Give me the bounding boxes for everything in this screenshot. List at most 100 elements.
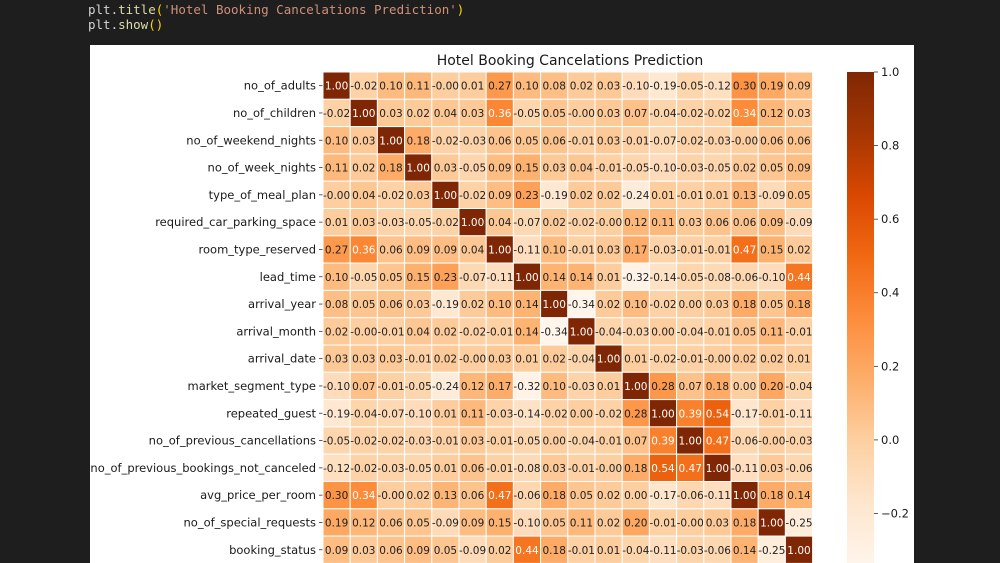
cell-value-label: -0.10 bbox=[405, 408, 432, 420]
heatmap-cell bbox=[648, 317, 678, 346]
y-tick-label: no_of_previous_bookings_not_canceled bbox=[90, 461, 316, 475]
cell-value-label: 0.05 bbox=[570, 490, 593, 502]
heatmap-cell bbox=[676, 208, 705, 237]
cell-value-label: -0.02 bbox=[377, 436, 404, 448]
cell-value-label: 0.06 bbox=[488, 135, 512, 147]
cell-value-label: 1.00 bbox=[760, 517, 783, 529]
cell-value-label: -0.04 bbox=[649, 108, 676, 120]
cell-value-label: 0.04 bbox=[434, 108, 458, 120]
heatmap-cell bbox=[703, 153, 732, 182]
cell-value-label: -0.05 bbox=[459, 163, 486, 175]
cell-value-label: 0.09 bbox=[407, 244, 430, 256]
cell-value-label: 0.05 bbox=[543, 108, 566, 120]
cell-value-label: 0.04 bbox=[407, 326, 431, 338]
cell-value-label: -0.02 bbox=[704, 108, 731, 120]
heatmap-cell bbox=[567, 126, 596, 155]
heatmap-cell bbox=[648, 180, 678, 209]
y-tick-label: repeated_guest bbox=[226, 406, 316, 420]
cell-value-label: 0.05 bbox=[515, 135, 538, 147]
cell-value-label: 0.09 bbox=[434, 244, 457, 256]
cell-value-label: -0.19 bbox=[323, 408, 350, 420]
heatmap-cell bbox=[757, 508, 786, 537]
heatmap-cell bbox=[730, 71, 759, 100]
cell-value-label: -0.06 bbox=[677, 490, 704, 502]
heatmap-cell bbox=[676, 289, 705, 319]
cell-value-label: 0.10 bbox=[325, 272, 348, 284]
heatmap-cell bbox=[349, 262, 378, 291]
cell-value-label: 0.01 bbox=[325, 217, 348, 229]
cell-value-label: 0.07 bbox=[624, 436, 647, 448]
heatmap-cell bbox=[540, 262, 569, 291]
heatmap-cell bbox=[376, 289, 406, 319]
cell-value-label: -0.03 bbox=[704, 135, 731, 147]
cell-value-label: -0.01 bbox=[704, 244, 731, 256]
cell-value-label: 1.00 bbox=[651, 408, 674, 420]
heatmap-cell bbox=[431, 344, 460, 373]
heatmap-cell bbox=[458, 426, 487, 455]
heatmap-cell bbox=[703, 317, 732, 346]
cell-value-label: 0.03 bbox=[352, 217, 375, 229]
cell-value-label: 0.01 bbox=[597, 381, 620, 393]
heatmap-cell bbox=[567, 289, 596, 319]
cell-value-label: -0.02 bbox=[432, 135, 459, 147]
cell-value-label: 0.05 bbox=[407, 517, 430, 529]
cell-value-label: -0.01 bbox=[758, 408, 785, 420]
heatmap-cell bbox=[540, 371, 569, 401]
heatmap-cell bbox=[431, 208, 460, 237]
heatmap-cell bbox=[540, 453, 569, 483]
cell-value-label: 0.03 bbox=[679, 217, 702, 229]
heatmap-cell bbox=[594, 126, 623, 155]
cell-value-label: 0.18 bbox=[706, 381, 729, 393]
colorbar-tick-label: 0.4 bbox=[881, 286, 899, 300]
cell-value-label: 0.14 bbox=[515, 326, 539, 338]
heatmap-cell bbox=[512, 399, 542, 428]
cell-value-label: 0.04 bbox=[488, 217, 512, 229]
cell-value-label: 0.03 bbox=[597, 244, 620, 256]
heatmap-cell bbox=[784, 262, 814, 291]
heatmap-cell bbox=[376, 208, 406, 237]
heatmap-cell bbox=[784, 481, 814, 510]
heatmap-cell bbox=[757, 262, 786, 291]
cell-value-label: 0.23 bbox=[434, 272, 457, 284]
cell-value-label: 1.00 bbox=[706, 463, 729, 475]
heatmap-cell bbox=[567, 481, 596, 510]
y-tick-label: arrival_year bbox=[248, 297, 316, 311]
heatmap-cell bbox=[540, 208, 569, 237]
cell-value-label: 0.10 bbox=[379, 81, 402, 93]
cell-value-label: -0.01 bbox=[677, 354, 704, 366]
cell-value-label: 0.10 bbox=[488, 299, 511, 311]
cell-value-label: 0.03 bbox=[352, 354, 375, 366]
cell-value-label: -0.00 bbox=[758, 436, 785, 448]
cell-value-label: -0.07 bbox=[513, 217, 540, 229]
y-tick-label: required_car_parking_space bbox=[155, 215, 316, 229]
cell-value-label: 0.03 bbox=[379, 354, 402, 366]
cell-value-label: -0.01 bbox=[405, 354, 432, 366]
y-tick-label: avg_price_per_room bbox=[200, 488, 316, 502]
cell-value-label: 0.03 bbox=[787, 108, 810, 120]
cell-value-label: 0.15 bbox=[760, 244, 783, 256]
cell-value-label: 0.36 bbox=[352, 244, 376, 256]
cell-value-label: -0.03 bbox=[677, 163, 704, 175]
heatmap-cell bbox=[322, 235, 351, 264]
cell-value-label: 1.00 bbox=[679, 436, 702, 448]
heatmap-cell bbox=[730, 126, 759, 155]
cell-value-label: 0.47 bbox=[488, 490, 511, 502]
heatmap-cell bbox=[512, 481, 542, 510]
cell-value-label: 0.03 bbox=[352, 545, 375, 557]
heatmap-cell bbox=[730, 317, 759, 346]
heatmap-cell bbox=[784, 153, 814, 182]
cell-value-label: 0.02 bbox=[760, 354, 783, 366]
heatmap-cell bbox=[458, 71, 487, 100]
cell-value-label: 0.00 bbox=[624, 490, 647, 502]
code-cell[interactable]: plt.title('Hotel Booking Cancelations Pr… bbox=[88, 0, 464, 48]
y-tick-label: no_of_children bbox=[233, 106, 316, 120]
heatmap-cell bbox=[458, 371, 487, 401]
heatmap-cell bbox=[376, 344, 406, 373]
heatmap-cell bbox=[512, 426, 542, 455]
cell-value-label: -0.03 bbox=[568, 381, 595, 393]
cell-value-label: -0.07 bbox=[649, 135, 676, 147]
heatmap-cell bbox=[648, 481, 678, 510]
heatmap-cell bbox=[349, 235, 378, 264]
cell-value-label: 0.01 bbox=[651, 190, 674, 202]
cell-value-label: -0.04 bbox=[568, 354, 595, 366]
